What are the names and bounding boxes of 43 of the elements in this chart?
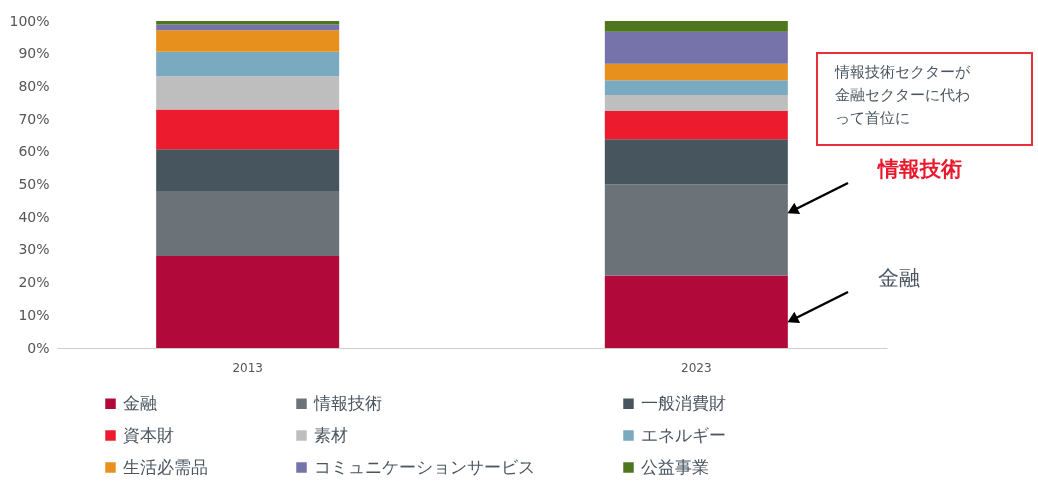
bar xyxy=(604,80,788,95)
bar xyxy=(156,256,340,348)
bar xyxy=(604,31,788,64)
y-tick-label: 80% xyxy=(18,77,50,94)
annotation: 金融 xyxy=(878,266,920,290)
bar xyxy=(156,51,340,77)
y-tick-label: 50% xyxy=(18,176,50,192)
y-tick-label: 90% xyxy=(18,45,50,62)
legend-label: 情報技術 xyxy=(313,392,382,413)
bar xyxy=(156,24,340,31)
legend-label: 資本財 xyxy=(123,424,174,445)
bar xyxy=(604,94,788,111)
y-tick-label: 30% xyxy=(18,241,50,258)
bar xyxy=(156,149,340,192)
bar xyxy=(604,184,788,276)
legend-label: 金融 xyxy=(123,392,157,413)
bar xyxy=(156,191,340,257)
bar xyxy=(156,76,340,110)
legend-label: エネルギー xyxy=(641,424,726,445)
bar xyxy=(156,21,340,25)
legend-label: コミュニケーションサービス xyxy=(314,456,535,477)
x-tick-label: 2013 xyxy=(232,360,263,375)
y-tick-label: 0% xyxy=(27,339,50,356)
bar xyxy=(604,63,788,81)
annotation: 情報技術 xyxy=(876,157,962,181)
x-tick-label: 2023 xyxy=(681,360,712,375)
y-tick-label: 70% xyxy=(18,110,50,127)
bar xyxy=(604,110,788,140)
y-tick-label: 10% xyxy=(18,306,50,323)
annotation: 情報技術セクターが金融セクターに代わって首位に xyxy=(834,63,971,127)
legend-label: 一般消費財 xyxy=(641,392,726,413)
y-tick-label: 40% xyxy=(18,208,50,225)
legend-label: 生活必需品 xyxy=(123,456,208,477)
bar xyxy=(156,109,340,150)
bar xyxy=(604,275,788,348)
y-tick-label: 20% xyxy=(18,274,50,291)
legend-label: 公益事業 xyxy=(641,456,709,477)
y-tick-label: 60% xyxy=(18,143,50,160)
bar xyxy=(604,21,788,32)
y-tick-label: 100% xyxy=(9,12,50,29)
bar xyxy=(604,139,788,185)
legend-label: 素材 xyxy=(314,424,348,445)
bar xyxy=(156,30,340,52)
